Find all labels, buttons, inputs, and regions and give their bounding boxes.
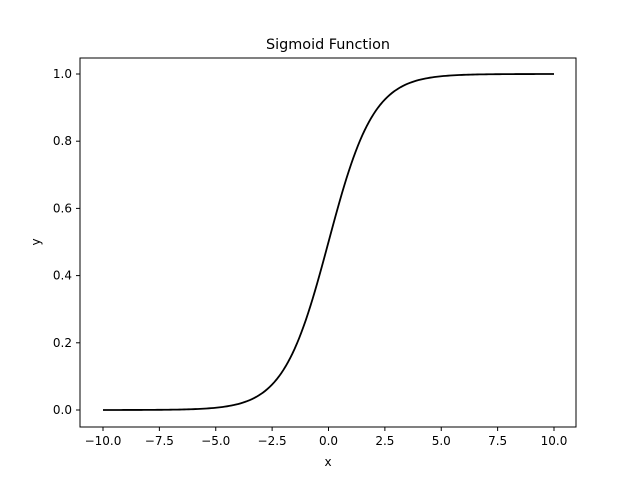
x-tick-label: −5.0 xyxy=(201,434,230,448)
x-tick-label: −2.5 xyxy=(258,434,287,448)
y-tick-label: 0.0 xyxy=(53,403,72,417)
y-tick-label: 0.6 xyxy=(53,201,72,215)
x-axis-label: x xyxy=(324,455,331,469)
x-tick-label: −10.0 xyxy=(85,434,122,448)
y-axis-label: y xyxy=(29,238,43,245)
y-tick-label: 1.0 xyxy=(53,67,72,81)
x-tick-label: 2.5 xyxy=(375,434,394,448)
x-tick-label: 0.0 xyxy=(319,434,338,448)
chart-title: Sigmoid Function xyxy=(266,37,390,53)
y-tick-label: 0.4 xyxy=(53,269,72,283)
y-tick-label: 0.8 xyxy=(53,134,72,148)
sigmoid-line xyxy=(103,73,554,411)
y-axis-ticks: 0.0 0.2 0.4 0.6 0.8 1.0 xyxy=(53,67,80,417)
x-tick-label: 7.5 xyxy=(488,434,507,448)
y-tick-label: 0.2 xyxy=(53,336,72,350)
x-axis-ticks: −10.0 −7.5 −5.0 −2.5 0.0 2.5 5.0 7.5 10.0 xyxy=(85,427,568,448)
x-tick-label: −7.5 xyxy=(145,434,174,448)
x-tick-label: 10.0 xyxy=(541,434,568,448)
x-tick-label: 5.0 xyxy=(432,434,451,448)
